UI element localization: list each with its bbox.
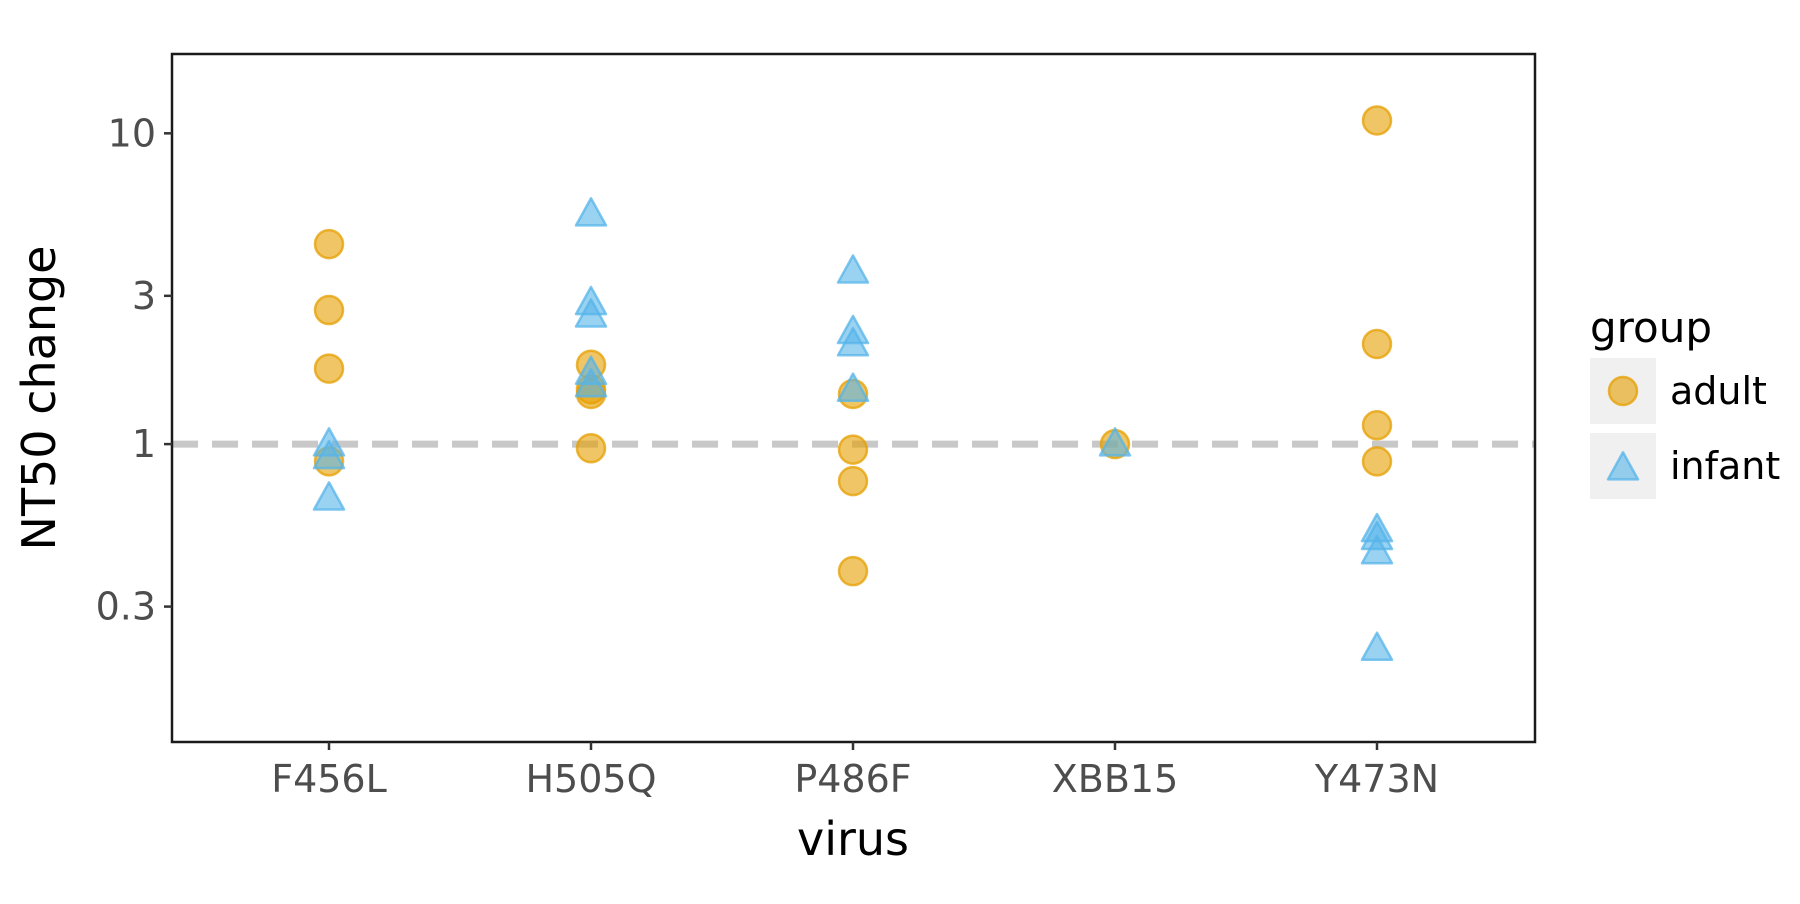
point-infant: [574, 197, 608, 227]
legend-marker-infant: [1606, 451, 1640, 481]
x-tick-label: XBB15: [1052, 757, 1179, 801]
point-adult: [837, 465, 869, 497]
y-tick-label: 10: [108, 111, 156, 155]
point-adult: [575, 432, 607, 464]
legend-label-infant: infant: [1670, 444, 1780, 488]
point-adult: [313, 228, 345, 260]
x-axis-title: virus: [797, 812, 909, 866]
y-tick-label: 0.3: [96, 585, 156, 629]
point-infant: [1360, 631, 1394, 662]
legend-title: group: [1590, 303, 1712, 352]
point-infant: [312, 439, 346, 470]
legend: group adult infant: [1590, 303, 1780, 499]
point-infant: [574, 367, 608, 398]
point-adult: [837, 434, 869, 465]
point-infant: [836, 372, 870, 402]
point-infant: [1360, 534, 1394, 565]
point-adult: [837, 555, 869, 587]
x-tick-label: F456L: [271, 757, 387, 801]
point-adult: [1361, 446, 1393, 477]
point-adult: [1361, 328, 1393, 360]
x-tick-label: H505Q: [525, 757, 656, 801]
point-infant: [312, 481, 346, 511]
x-tick-label: Y473N: [1314, 757, 1439, 801]
y-tick-label: 1: [132, 422, 156, 466]
point-infant: [836, 326, 870, 357]
point-infant: [1098, 427, 1132, 457]
y-tick-label: 3: [132, 274, 156, 318]
point-adult: [313, 353, 345, 384]
legend-label-adult: adult: [1670, 369, 1767, 413]
legend-marker-adult: [1607, 375, 1639, 407]
point-adult: [1361, 409, 1393, 441]
point-adult: [1361, 105, 1393, 136]
point-adult: [313, 294, 345, 326]
point-infant: [574, 298, 608, 328]
x-tick-label: P486F: [794, 757, 911, 801]
y-axis-title: NT50 change: [12, 246, 66, 551]
point-infant: [836, 254, 870, 284]
